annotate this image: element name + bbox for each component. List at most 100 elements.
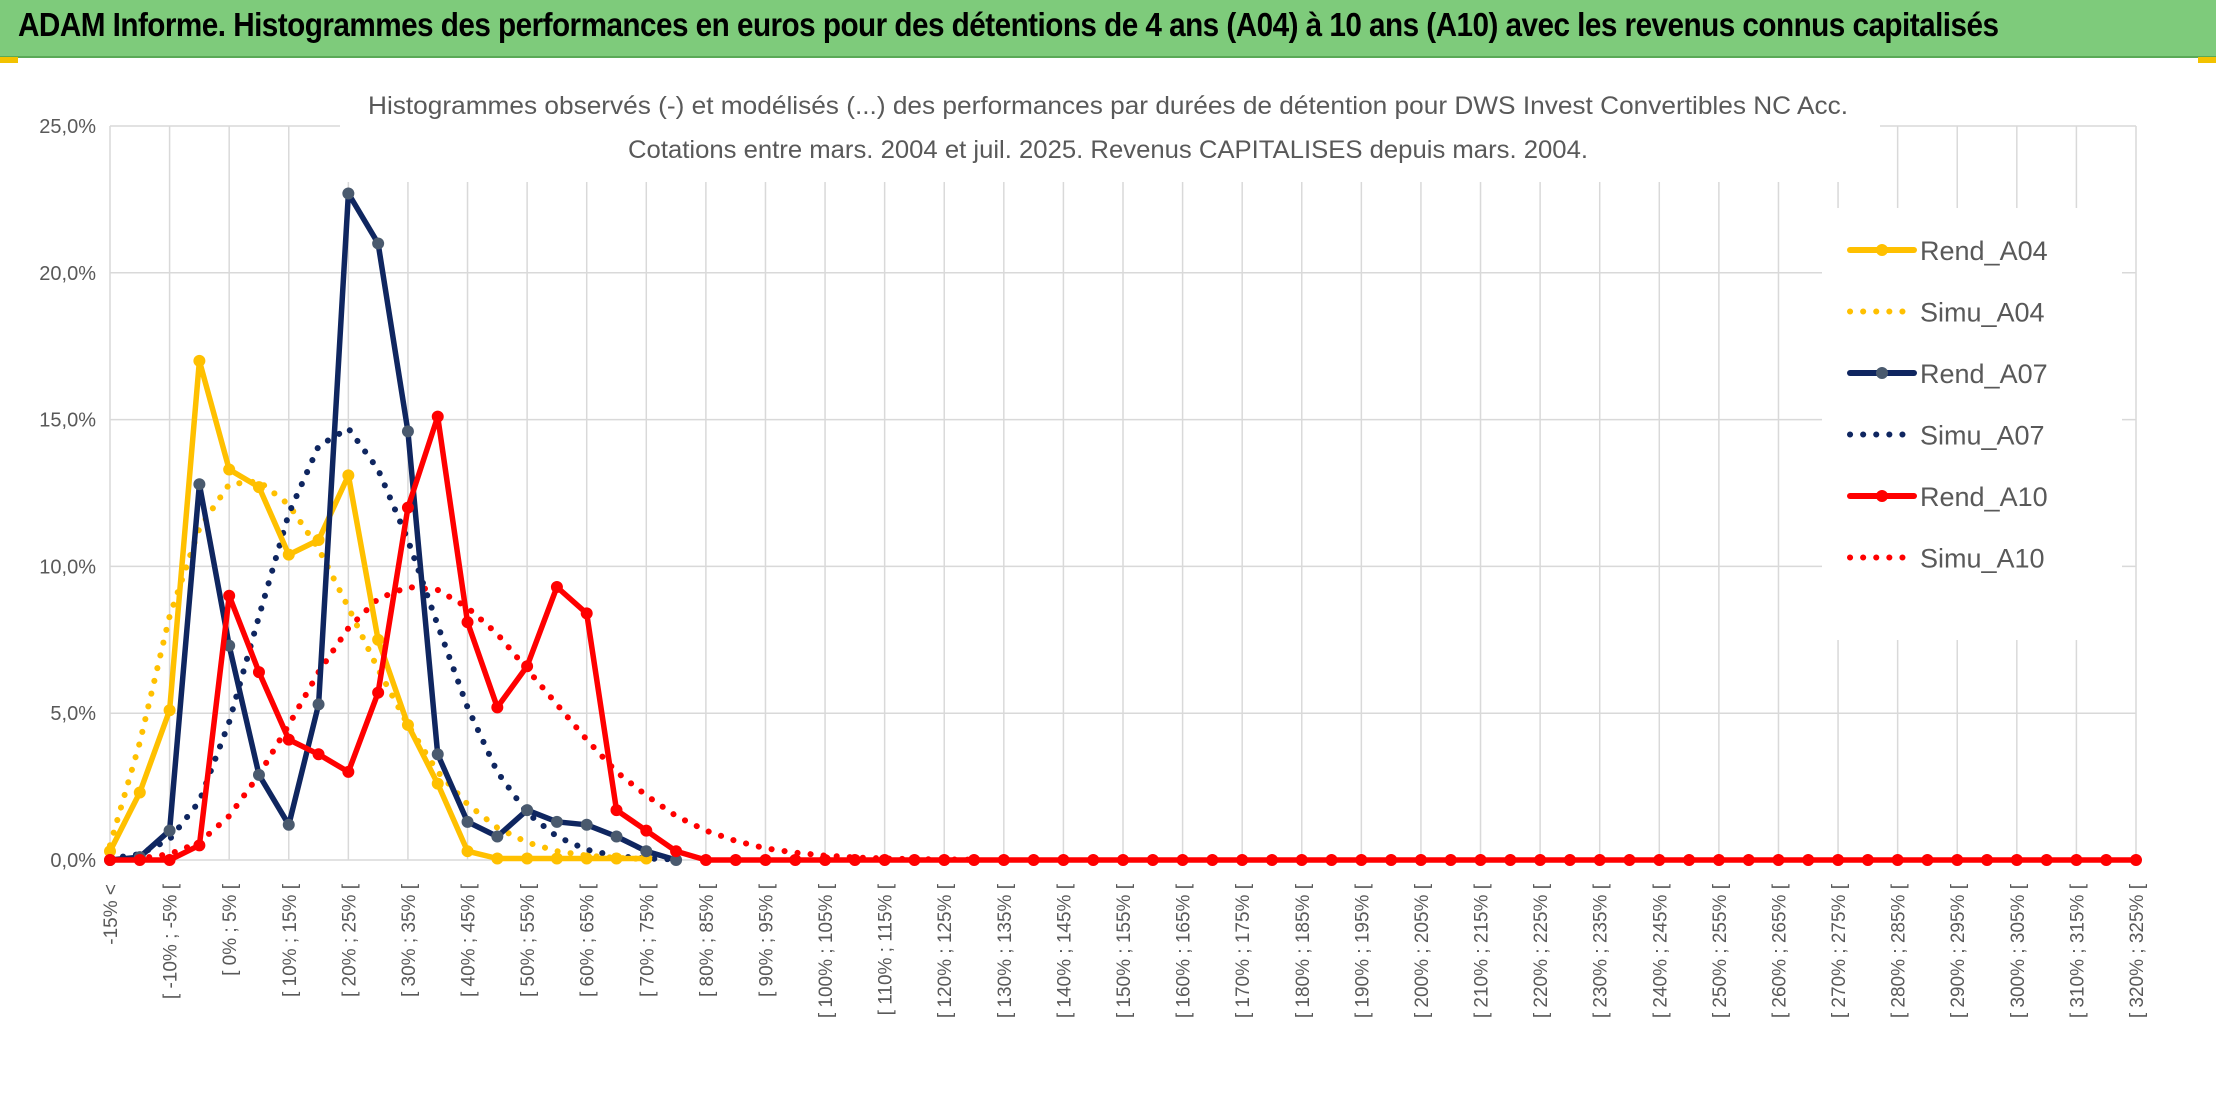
y-tick-label: 20,0% xyxy=(39,263,96,285)
data-point xyxy=(521,804,534,817)
data-point xyxy=(461,845,474,858)
x-tick-label: [ 80% ; 85% [ xyxy=(697,883,718,997)
series-Rend_A04 xyxy=(104,354,653,865)
series-Simu_A10 xyxy=(107,584,977,863)
series-line-Simu_A04 xyxy=(107,478,650,863)
x-tick-label: [ 290% ; 295% [ xyxy=(1948,883,1969,1018)
x-tick-label: [ 50% ; 55% [ xyxy=(518,883,539,997)
data-point xyxy=(1504,854,1517,866)
data-point xyxy=(431,410,444,423)
data-point xyxy=(1951,854,1964,866)
data-point xyxy=(699,854,712,866)
data-point xyxy=(1295,854,1308,866)
x-tick-label: [ 60% ; 65% [ xyxy=(578,883,599,997)
data-point xyxy=(193,839,206,852)
data-point xyxy=(491,852,504,865)
data-point xyxy=(670,845,683,858)
data-point xyxy=(1891,854,1904,866)
x-tick-label: [ 260% ; 265% [ xyxy=(1769,883,1790,1018)
data-point xyxy=(550,580,563,593)
data-point xyxy=(938,854,951,866)
x-tick-label: [ 30% ; 35% [ xyxy=(399,883,420,997)
x-tick-label: [ 70% ; 75% [ xyxy=(637,883,658,997)
chart-frame: 0,0% 5,0% 10,0% 15,0% 20,0% 25,0% -15% < [ -10%… xyxy=(0,58,2216,1102)
data-point xyxy=(1206,854,1219,866)
data-point xyxy=(401,425,414,438)
data-point xyxy=(997,854,1010,866)
data-point xyxy=(252,666,265,679)
data-point xyxy=(1057,854,1070,866)
x-tick-label: [ 170% ; 175% [ xyxy=(1233,883,1254,1018)
data-point xyxy=(2130,854,2142,866)
data-point xyxy=(1802,854,1815,866)
y-tick-label: 0,0% xyxy=(50,850,96,872)
data-point xyxy=(908,854,921,866)
data-point xyxy=(282,733,295,746)
legend-label: Rend_A07 xyxy=(1920,359,2048,389)
legend-background xyxy=(1822,208,2122,640)
data-point xyxy=(104,854,116,866)
data-point xyxy=(610,852,623,865)
x-tick-label: [ 10% ; 15% [ xyxy=(280,883,301,997)
data-point xyxy=(1176,854,1189,866)
data-point xyxy=(312,698,325,711)
x-tick-label: [ 0% ; 5% [ xyxy=(220,883,241,976)
data-point xyxy=(2070,854,2083,866)
x-tick-label: [ 240% ; 245% [ xyxy=(1650,883,1671,1018)
x-tick-label: [ 320% ; 325% [ xyxy=(2127,883,2148,1018)
x-tick-label: [ 140% ; 145% [ xyxy=(1054,883,1075,1018)
chart-subtitle: Cotations entre mars. 2004 et juil. 2025… xyxy=(628,136,1588,164)
data-point xyxy=(193,478,206,491)
legend-label: Rend_A10 xyxy=(1920,482,2048,512)
x-tick-label: [ 200% ; 205% [ xyxy=(1412,883,1433,1018)
data-point xyxy=(1027,854,1040,866)
data-point xyxy=(193,354,206,367)
corner-mark-left xyxy=(0,57,18,63)
data-point xyxy=(1832,854,1845,866)
data-point xyxy=(1623,854,1636,866)
data-point xyxy=(133,854,146,866)
data-point xyxy=(968,854,981,866)
x-tick-label: [ 270% ; 275% [ xyxy=(1829,883,1850,1018)
data-point xyxy=(461,815,474,828)
data-point xyxy=(1683,854,1696,866)
y-tick-label: 10,0% xyxy=(39,556,96,578)
data-point xyxy=(342,765,355,778)
data-point xyxy=(789,854,802,866)
data-point xyxy=(1653,854,1666,866)
data-point xyxy=(252,481,265,494)
x-tick-label: [ 180% ; 185% [ xyxy=(1293,883,1314,1018)
data-point xyxy=(1742,854,1755,866)
report-banner: ADAM Informe. Histogrammes des performan… xyxy=(0,0,2216,58)
data-point xyxy=(640,824,653,837)
data-point xyxy=(1474,854,1487,866)
legend-marker xyxy=(1876,244,1888,256)
x-tick-label: [ 130% ; 135% [ xyxy=(995,883,1016,1018)
x-tick-label: [ 150% ; 155% [ xyxy=(1114,883,1135,1018)
data-point xyxy=(342,187,355,200)
x-tick-label: [ 120% ; 125% [ xyxy=(935,883,956,1018)
data-point xyxy=(491,830,504,843)
data-point xyxy=(1593,854,1606,866)
data-point xyxy=(252,768,265,781)
data-point xyxy=(1087,854,1100,866)
x-tick-label: [ 310% ; 315% [ xyxy=(2067,883,2088,1018)
data-point xyxy=(372,237,385,250)
data-point xyxy=(163,854,176,866)
data-point xyxy=(2010,854,2023,866)
data-point xyxy=(1236,854,1249,866)
data-point xyxy=(401,718,414,731)
data-point xyxy=(1772,854,1785,866)
y-tick-label: 25,0% xyxy=(39,116,96,138)
data-point xyxy=(1534,854,1547,866)
data-point xyxy=(133,786,146,799)
data-point xyxy=(729,854,742,866)
data-point xyxy=(401,501,414,514)
data-point xyxy=(372,633,385,646)
data-point xyxy=(610,830,623,843)
x-tick-label: [ 280% ; 285% [ xyxy=(1889,883,1910,1018)
data-point xyxy=(640,845,653,858)
data-point xyxy=(550,815,563,828)
chart-title: Histogrammes observés (-) et modélisés (… xyxy=(368,92,1848,120)
data-point xyxy=(163,704,176,717)
